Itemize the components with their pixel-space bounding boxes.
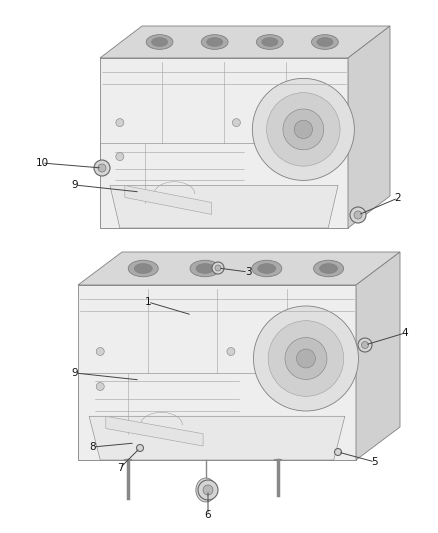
Text: 5: 5	[372, 457, 378, 467]
Ellipse shape	[196, 263, 214, 273]
Text: 8: 8	[90, 442, 96, 452]
Ellipse shape	[196, 478, 216, 502]
Circle shape	[212, 262, 224, 274]
Ellipse shape	[152, 38, 168, 46]
Ellipse shape	[311, 35, 338, 50]
Circle shape	[227, 348, 235, 356]
Circle shape	[254, 306, 358, 411]
Circle shape	[215, 265, 221, 271]
Ellipse shape	[320, 263, 338, 273]
Ellipse shape	[258, 263, 276, 273]
Circle shape	[116, 152, 124, 160]
Circle shape	[98, 164, 106, 172]
Polygon shape	[110, 185, 338, 228]
Ellipse shape	[200, 483, 212, 497]
Circle shape	[297, 349, 315, 368]
Polygon shape	[78, 252, 400, 285]
Circle shape	[116, 119, 124, 127]
Circle shape	[137, 445, 144, 451]
Ellipse shape	[252, 260, 282, 277]
Circle shape	[361, 342, 368, 349]
Text: 9: 9	[72, 368, 78, 378]
Polygon shape	[125, 185, 212, 214]
Polygon shape	[78, 285, 356, 460]
Text: 10: 10	[35, 158, 49, 168]
Polygon shape	[100, 58, 348, 228]
Ellipse shape	[262, 38, 278, 46]
Circle shape	[252, 78, 354, 180]
Text: 7: 7	[117, 463, 124, 473]
Text: 4: 4	[402, 328, 408, 338]
Ellipse shape	[146, 35, 173, 50]
Circle shape	[96, 383, 104, 391]
Polygon shape	[356, 252, 400, 460]
Circle shape	[203, 485, 213, 495]
Text: 2: 2	[395, 193, 401, 203]
Text: 1: 1	[145, 297, 151, 307]
Polygon shape	[348, 26, 390, 228]
Circle shape	[354, 211, 362, 219]
Circle shape	[96, 348, 104, 356]
Ellipse shape	[207, 38, 223, 46]
Circle shape	[94, 160, 110, 176]
Circle shape	[335, 448, 342, 456]
Circle shape	[283, 109, 324, 150]
Text: 3: 3	[245, 267, 251, 277]
Ellipse shape	[256, 35, 283, 50]
Circle shape	[350, 207, 366, 223]
Circle shape	[233, 119, 240, 127]
Polygon shape	[106, 416, 203, 446]
Text: 9: 9	[72, 180, 78, 190]
Circle shape	[285, 337, 327, 379]
Circle shape	[267, 93, 340, 166]
Circle shape	[358, 338, 372, 352]
Ellipse shape	[128, 260, 158, 277]
Ellipse shape	[190, 260, 220, 277]
Text: 6: 6	[205, 510, 211, 520]
Ellipse shape	[134, 263, 152, 273]
Circle shape	[198, 480, 218, 500]
Ellipse shape	[314, 260, 343, 277]
Polygon shape	[100, 26, 390, 58]
Ellipse shape	[317, 38, 333, 46]
Ellipse shape	[201, 35, 228, 50]
Circle shape	[268, 321, 344, 397]
Circle shape	[294, 120, 313, 139]
Polygon shape	[89, 416, 345, 460]
